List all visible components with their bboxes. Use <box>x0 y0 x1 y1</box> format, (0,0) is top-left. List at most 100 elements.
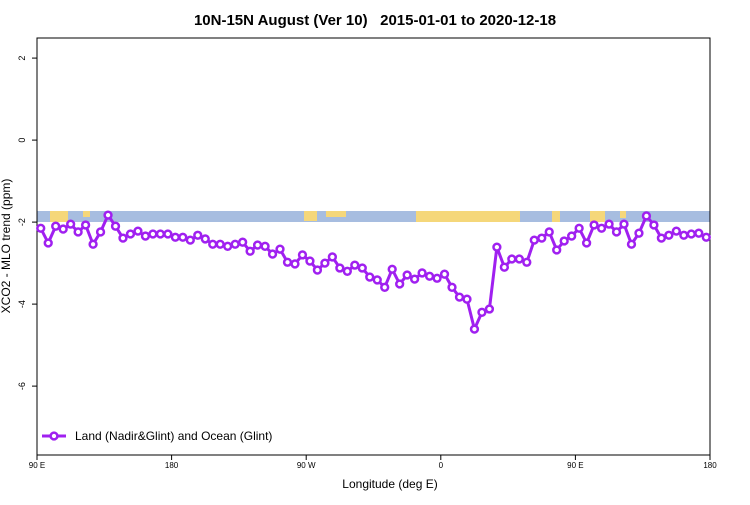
data-point <box>223 241 233 251</box>
data-point <box>193 230 203 240</box>
data-point <box>641 211 652 221</box>
land-patch <box>50 211 68 222</box>
chart-title: 10N-15N August (Ver 10) 2015-01-01 to 20… <box>194 12 556 29</box>
data-point <box>252 240 263 250</box>
land-patch <box>326 211 346 217</box>
data-point <box>73 227 83 237</box>
y-axis-label: XCO2 - MLO trend (ppm) <box>0 179 13 314</box>
data-point <box>230 239 240 249</box>
data-point <box>118 233 128 243</box>
data-point <box>447 282 457 292</box>
data-point <box>95 227 106 237</box>
land-patch <box>83 211 90 217</box>
data-point <box>245 246 255 256</box>
data-point <box>626 239 637 249</box>
data-point <box>567 231 577 241</box>
data-point <box>178 232 188 242</box>
land-patch <box>304 211 317 221</box>
map-band <box>37 211 710 222</box>
data-point <box>320 258 330 268</box>
data-point <box>170 232 180 242</box>
data-point <box>432 273 442 283</box>
data-point <box>350 260 360 270</box>
data-point <box>417 268 427 278</box>
data-point <box>559 236 569 246</box>
data-point <box>51 221 61 231</box>
data-point <box>529 235 539 245</box>
ocean-band <box>37 211 710 222</box>
data-point <box>103 210 113 220</box>
data-point <box>544 227 554 237</box>
data-point <box>409 274 420 284</box>
x-tick-label: 180 <box>703 461 717 470</box>
data-point <box>537 233 547 243</box>
data-point <box>110 221 121 231</box>
x-tick-label: 90 E <box>29 461 45 470</box>
data-point <box>694 228 704 238</box>
data-point <box>634 228 644 238</box>
data-point <box>282 257 293 267</box>
data-point <box>155 229 166 239</box>
data-point <box>163 229 173 239</box>
data-point <box>589 220 599 230</box>
data-point <box>335 263 345 273</box>
data-point <box>260 241 270 251</box>
data-point <box>312 265 323 275</box>
data-point <box>604 219 614 229</box>
x-tick-label: 0 <box>439 461 444 470</box>
data-point <box>66 219 76 229</box>
data-point <box>574 223 584 233</box>
x-tick-label: 90 E <box>567 461 583 470</box>
data-point <box>43 238 53 248</box>
y-tick-label: -4 <box>17 300 27 308</box>
data-point <box>380 282 390 292</box>
data-point <box>267 249 278 259</box>
data-point <box>185 235 195 245</box>
land-patch <box>620 211 626 218</box>
data-point <box>372 275 382 285</box>
data-point <box>649 220 659 230</box>
data-point <box>462 294 472 304</box>
data-point <box>671 226 681 236</box>
data-point <box>477 307 487 317</box>
data-point <box>492 242 502 252</box>
data-point <box>581 238 592 248</box>
data-point <box>522 257 532 267</box>
data-point <box>424 271 435 281</box>
data-point <box>133 226 143 236</box>
data-point <box>275 244 285 254</box>
data-point <box>357 263 367 273</box>
land-patch <box>590 211 605 222</box>
data-point <box>125 229 136 239</box>
legend-marker <box>49 431 59 441</box>
data-point <box>342 266 352 276</box>
data-point <box>469 324 480 334</box>
legend-label: Land (Nadir&Glint) and Ocean (Glint) <box>75 429 272 443</box>
data-point <box>619 219 629 229</box>
data-point <box>439 269 450 279</box>
x-tick-label: 90 W <box>297 461 316 470</box>
data-point <box>148 229 158 239</box>
data-point <box>88 239 98 249</box>
data-point <box>679 230 689 240</box>
y-tick-label: -6 <box>17 382 27 390</box>
data-point <box>686 229 696 239</box>
x-tick-label: 180 <box>165 461 179 470</box>
data-point <box>365 272 375 282</box>
data-point <box>237 237 248 247</box>
data-point <box>200 234 210 244</box>
land-patch <box>552 211 560 222</box>
y-tick-label: 2 <box>17 56 27 61</box>
data-point <box>552 245 562 255</box>
plot-frame <box>36 37 711 456</box>
data-point <box>290 259 300 269</box>
data-point <box>58 224 68 234</box>
data-point <box>305 256 315 266</box>
data-point <box>664 230 674 240</box>
data-point <box>140 231 151 241</box>
data-point <box>611 227 622 237</box>
data-point <box>387 264 397 274</box>
data-point <box>327 252 338 262</box>
data-point <box>454 292 465 302</box>
